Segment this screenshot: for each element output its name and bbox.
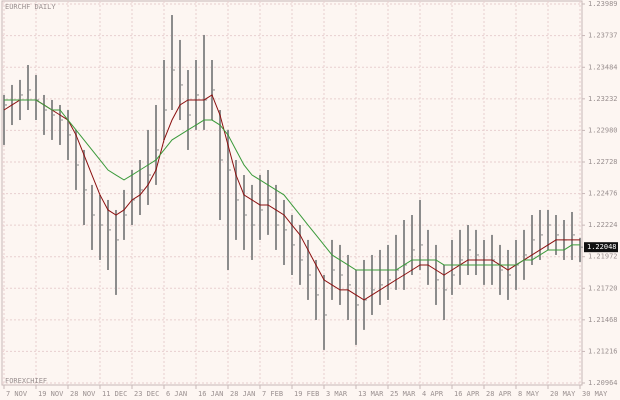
y-tick-label: 1.22224 [588,221,618,229]
y-tick-label: 1.21972 [588,253,618,261]
x-tick-label: 13 MAR [358,390,384,398]
y-tick-label: 1.22476 [588,190,618,198]
x-tick-label: 19 NOV [38,390,64,398]
y-tick-label: 1.21720 [588,284,618,292]
x-tick-label: 7 FEB [262,390,283,398]
x-tick-label: 25 MAR [390,390,416,398]
x-tick-label: 20 MAY [550,390,576,398]
x-tick-label: 16 JAN [198,390,223,398]
x-tick-label: 19 FEB [294,390,319,398]
x-tick-label: 11 DEC [102,390,127,398]
x-tick-label: 23 DEC [134,390,159,398]
x-tick-label: 30 MAY [582,390,608,398]
y-tick-label: 1.23232 [588,95,618,103]
y-tick-label: 1.22728 [588,158,618,166]
y-tick-label: 1.23484 [588,63,618,71]
x-tick-label: 6 JAN [166,390,187,398]
moving-average [4,99,580,271]
y-tick-label: 1.23989 [588,0,618,8]
price-tag [584,242,618,253]
chart-title: EURCHF DAILY [5,3,56,11]
x-tick-label: 3 MAR [326,390,348,398]
y-tick-label: 1.23737 [588,32,618,40]
watermark: FOREXCHIEF [5,377,47,385]
moving-average [3,94,580,301]
x-tick-label: 8 MAY [518,390,540,398]
marks [3,15,583,350]
x-tick-label: 16 APR [454,390,480,398]
x-tick-label: 28 JAN [230,390,255,398]
y-tick-label: 1.20964 [588,379,618,387]
y-tick-label: 1.22980 [588,126,618,134]
x-tick-label: 7 NOV [6,390,28,398]
price-tag-label: 1.22048 [587,243,617,251]
x-tick-label: 4 APR [422,390,444,398]
x-tick-label: 28 APR [486,390,512,398]
y-tick-label: 1.21216 [588,347,618,355]
x-tick-label: 28 NOV [70,390,96,398]
y-tick-label: 1.21468 [588,316,618,324]
